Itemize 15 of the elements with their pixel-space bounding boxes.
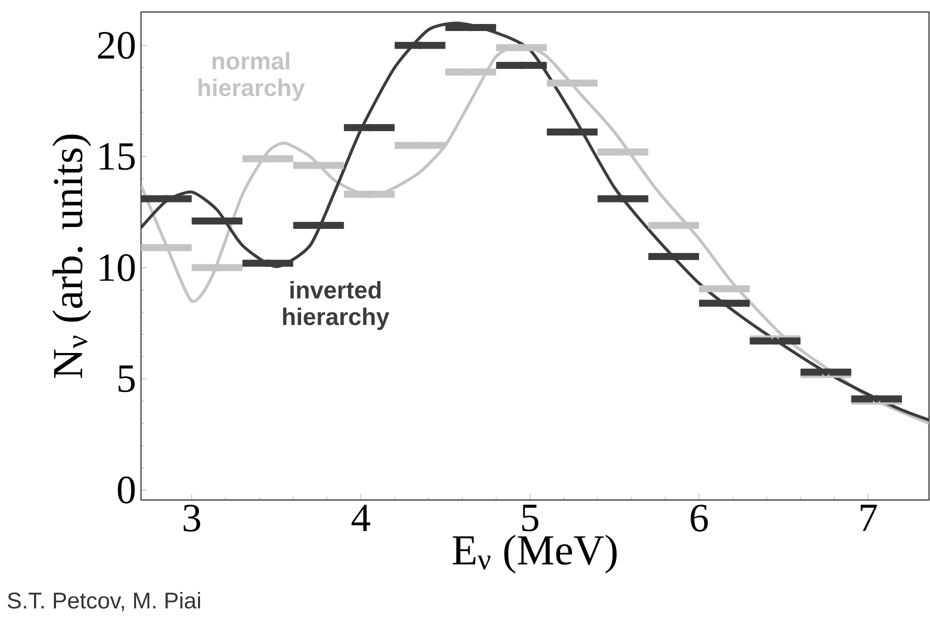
text: S.T. Petcov, M. Piai xyxy=(8,592,200,612)
x-tick-label: 3 xyxy=(184,504,200,532)
series-label: inverted hierarchy xyxy=(283,280,390,330)
y-tick-label: 20 xyxy=(98,32,135,59)
y-tick-label: 15 xyxy=(100,143,135,170)
y-tick-label: 0 xyxy=(118,476,135,504)
series-label: normal hierarchy xyxy=(198,52,305,101)
x-tick-label: 7 xyxy=(860,504,877,531)
x-tick-label: 5 xyxy=(522,504,538,532)
y-axis-title: N$_{ν}$ (arb. units) xyxy=(52,134,92,378)
y-tick-label: 5 xyxy=(118,366,135,392)
x-tick-label: 4 xyxy=(352,504,370,532)
x-tick-label: 6 xyxy=(690,504,708,532)
y-tick-label: 10 xyxy=(100,254,135,282)
x-axis-title: E$_{ν}$ (MeV) xyxy=(452,534,617,574)
